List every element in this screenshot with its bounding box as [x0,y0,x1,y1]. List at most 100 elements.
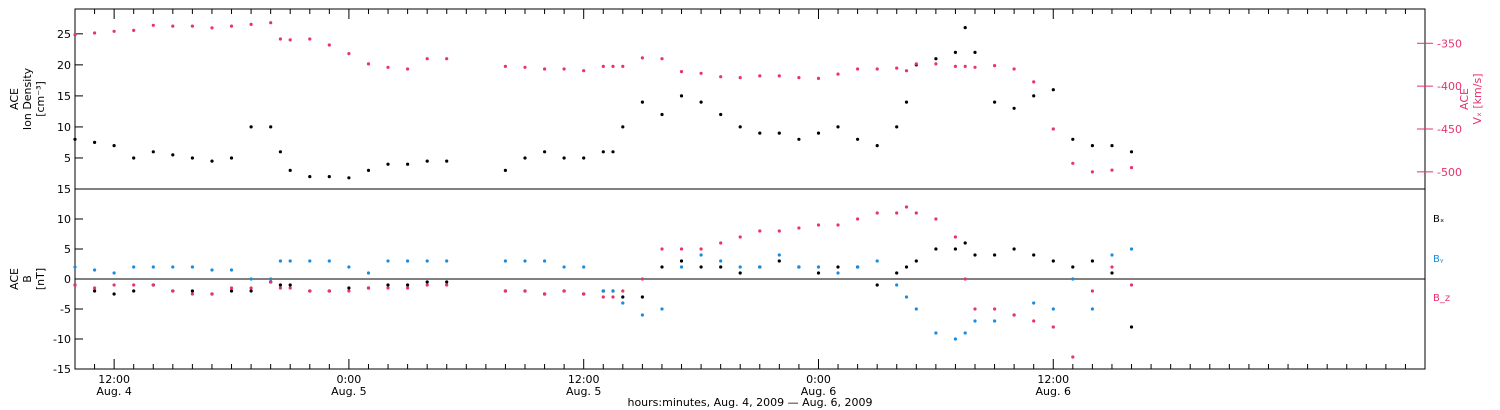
x-tick-day: Aug. 5 [566,385,601,398]
velocity-point [347,52,351,56]
by-point [503,259,507,263]
bx-point [973,253,977,257]
velocity-point [308,37,312,41]
bz-point [327,289,331,293]
velocity-point [1071,161,1075,165]
b-tick-label: -15 [53,363,71,376]
by-point [93,268,97,272]
bz-point [797,226,801,230]
bottom-panel: -15 -10 -5 0 5 10 15 ACE B [nT] Bₓ Bᵧ B_z [8,183,1450,376]
bx-point [875,283,879,287]
by-point [190,265,194,269]
velocity-point [132,28,136,32]
bz-point [816,223,821,227]
velocity-point [934,62,938,66]
bx-point [1051,259,1055,263]
density-point [973,50,977,55]
bz-point [934,217,938,221]
by-point [601,289,605,293]
legend-by: Bᵧ [1433,254,1444,265]
velocity-point [993,64,997,68]
bx-point [425,280,429,284]
bz-point [1032,319,1036,323]
velocity-point [445,57,449,61]
bz-point [640,277,645,281]
density-point [895,125,899,129]
by-point [406,259,410,263]
bz-point [171,289,175,293]
density-point [856,137,860,141]
b-tick-label: -5 [60,303,71,316]
density-point [640,100,645,104]
density-point [249,125,253,129]
bz-point [308,289,312,293]
x-tick-time: 12:00 [568,373,600,386]
density-point [953,50,958,55]
velocity-point [973,65,977,69]
bz-point [366,286,371,290]
bx-point [679,259,684,263]
velocity-point [953,64,958,68]
density-point [934,57,938,61]
b-axis-label-2: B [21,275,34,283]
velocity-point [621,64,625,68]
velocity-point [777,74,781,78]
velocity-tick-label: -450 [1437,123,1462,136]
bx-point [660,265,664,269]
by-point [738,265,742,269]
bx-point [1032,253,1036,257]
by-point [229,268,234,272]
bx-point [914,259,918,263]
bx-point [953,247,958,251]
by-point [151,265,155,269]
density-point [836,125,840,129]
velocity-point [386,65,390,69]
bx-point [895,271,899,275]
bz-point [406,286,410,290]
density-point [699,100,703,104]
velocity-point [151,23,155,27]
legend-bx: Bₓ [1433,214,1444,225]
bz-point [503,289,507,293]
bz-point [611,295,615,299]
bz-point [875,211,879,215]
density-point [1071,137,1075,141]
density-point [278,150,282,154]
by-point [1071,277,1075,281]
velocity-axis-label-1: ACE [1458,88,1471,110]
bz-point [210,292,214,296]
bz-point [523,289,527,293]
x-tick-day: Aug. 4 [96,385,131,398]
bz-point [895,211,899,215]
density-point [269,125,273,129]
by-point [308,259,312,263]
legend-bz: B_z [1433,293,1450,304]
density-point [73,137,77,141]
bz-point [386,286,390,290]
velocity-point [679,70,684,74]
bz-point [1051,325,1055,329]
bx-point [738,271,742,275]
bz-point [249,286,253,290]
density-point [611,150,615,154]
velocity-point [210,26,214,30]
x-tick-day: Aug. 6 [1036,385,1071,398]
bz-point [1090,289,1094,293]
bz-point [1012,313,1016,317]
density-point [151,150,155,154]
bz-point [190,292,194,296]
x-tick-time: 0:00 [806,373,831,386]
density-point [719,112,723,117]
density-point [582,156,586,160]
by-point [904,295,909,299]
bx-point [621,295,625,299]
bz-point [269,280,273,284]
density-point [993,100,997,104]
by-point [445,259,449,263]
density-point [963,26,967,30]
bz-point [836,223,840,227]
velocity-point [611,64,615,68]
by-point [1110,253,1114,257]
top-right-ticks: -350 -400 -450 -500 [1417,37,1462,179]
bz-point [1129,283,1134,287]
